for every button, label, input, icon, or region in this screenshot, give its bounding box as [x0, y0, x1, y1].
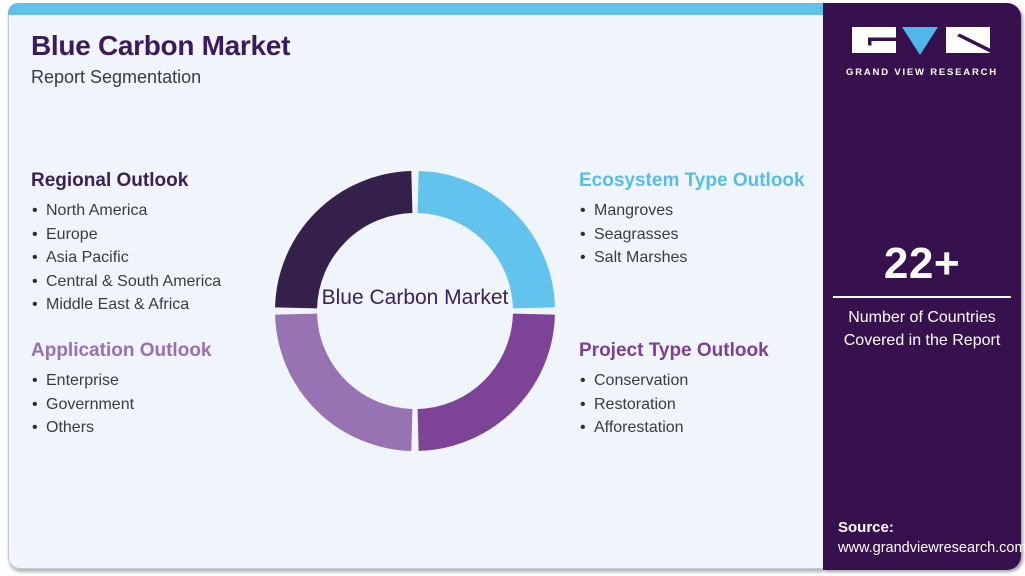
donut-chart — [275, 171, 555, 451]
section-regional-heading: Regional Outlook — [31, 170, 189, 191]
section-application-list: EnterpriseGovernmentOthers — [31, 369, 291, 440]
section-application-outlook: Application Outlook EnterpriseGovernment… — [31, 340, 291, 440]
source-block: Source: www.grandviewresearch.com — [838, 519, 1025, 556]
page-subtitle: Report Segmentation — [31, 67, 202, 87]
list-item: Conservation — [579, 369, 839, 393]
section-regional-outlook: Regional Outlook North AmericaEuropeAsia… — [31, 170, 291, 317]
top-accent-bar — [8, 3, 824, 15]
list-item: Government — [31, 393, 291, 417]
source-url-link[interactable]: www.grandviewresearch.com — [838, 540, 1025, 556]
list-item: Seagrasses — [579, 223, 839, 247]
gvr-logo-icon — [852, 27, 992, 55]
brand-wordmark: GRAND VIEW RESEARCH — [846, 67, 998, 78]
section-project-list: ConservationRestorationAfforestation — [579, 369, 839, 440]
donut-center-label: Blue Carbon Market — [321, 286, 509, 309]
list-item: Enterprise — [31, 369, 291, 393]
section-ecosystem-outlook: Ecosystem Type Outlook MangrovesSeagrass… — [579, 170, 839, 270]
list-item: Central & South America — [31, 270, 291, 294]
list-item: Salt Marshes — [579, 246, 839, 270]
list-item: North America — [31, 199, 291, 223]
list-item: Middle East & Africa — [31, 293, 291, 317]
section-regional-list: North AmericaEuropeAsia PacificCentral &… — [31, 199, 291, 317]
title-block: Blue Carbon Market Report Segmentation — [31, 30, 290, 88]
list-item: Mangroves — [579, 199, 839, 223]
stat-divider — [833, 296, 1011, 298]
brand-sidebar: GRAND VIEW RESEARCH 22+ Number of Countr… — [823, 3, 1025, 570]
report-panel: Blue Carbon Market Report Segmentation R… — [8, 3, 824, 569]
page-title: Blue Carbon Market — [31, 30, 291, 61]
section-ecosystem-list: MangrovesSeagrassesSalt Marshes — [579, 199, 839, 270]
brand-logo-block: GRAND VIEW RESEARCH — [823, 26, 1021, 78]
donut-segment-ecosystem — [416, 171, 555, 310]
list-item: Others — [31, 416, 291, 440]
donut-chart-wrap — [270, 166, 560, 456]
section-ecosystem-heading: Ecosystem Type Outlook — [579, 170, 805, 191]
source-label: Source: — [838, 519, 894, 536]
section-project-outlook: Project Type Outlook ConservationRestora… — [579, 340, 839, 440]
list-item: Restoration — [579, 393, 839, 417]
section-application-heading: Application Outlook — [31, 340, 212, 361]
list-item: Afforestation — [579, 416, 839, 440]
list-item: Asia Pacific — [31, 246, 291, 270]
donut-segment-application — [275, 312, 414, 451]
countries-stat-block: 22+ Number of Countries Covered in the R… — [823, 239, 1021, 352]
countries-stat-value: 22+ — [883, 239, 961, 288]
countries-stat-label: Number of Countries Covered in the Repor… — [843, 309, 1001, 349]
donut-segment-regional — [275, 171, 414, 310]
section-project-heading: Project Type Outlook — [579, 340, 769, 361]
list-item: Europe — [31, 223, 291, 247]
donut-segment-project — [416, 312, 555, 451]
